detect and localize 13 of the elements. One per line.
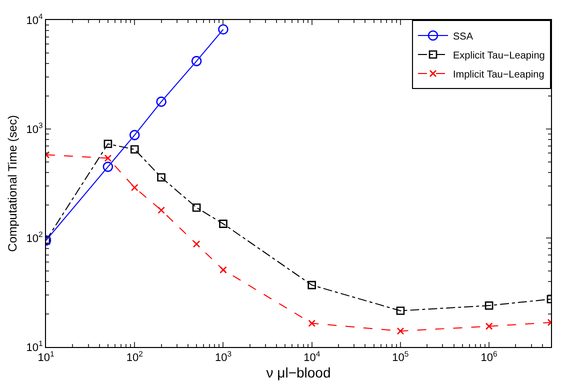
y-tick-label: 10$^{3}$ [26,121,43,136]
y-axis-title: Computational Time (sec) [6,115,20,252]
x-tick-label: 10$^{3}$ [214,350,232,364]
y-tick-label: 10$^{4}$ [26,12,44,27]
x-axis-title: ν μl−blood [266,364,331,380]
legend-label: SSA [453,31,474,42]
x-tick-label: 10$^{6}$ [480,350,498,364]
legend-label: Implicit Tau−Leaping [453,69,544,80]
legend-label: Explicit Tau−Leaping [453,50,545,62]
x-tick-label: 10$^{4}$ [304,350,321,364]
x-tick-label: 10$^{5}$ [392,350,409,364]
y-tick-label: 10$^{2}$ [26,230,43,245]
x-tick-label: 10$^{2}$ [126,350,143,364]
